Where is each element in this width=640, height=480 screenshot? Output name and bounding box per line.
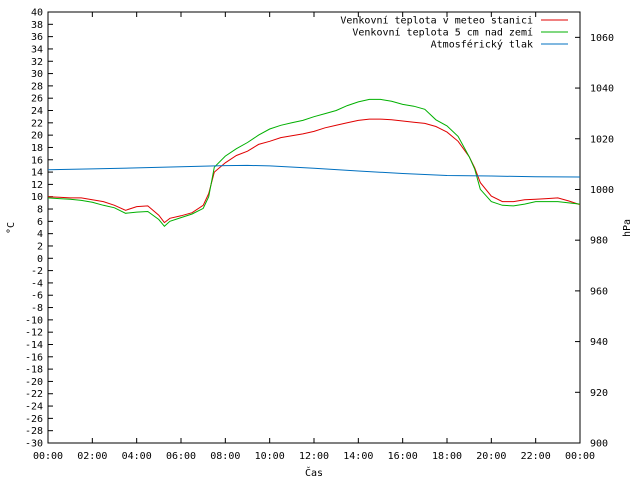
y-tick-label: 10 (31, 192, 43, 203)
y-tick-label: 0 (37, 254, 43, 265)
y2-tick-label: 1020 (590, 134, 614, 145)
y2-tick-label: 920 (590, 388, 608, 399)
legend: Venkovní teplota v meteo staniciVenkovní… (340, 15, 568, 51)
x-tick-label: 22:00 (521, 451, 551, 462)
series-line-0 (47, 118, 581, 224)
series-line-1 (47, 98, 581, 228)
y-tick-label: -16 (25, 352, 43, 363)
x-tick-label: 00:00 (33, 451, 63, 462)
y-tick-label: -2 (31, 266, 43, 277)
x-tick-label: 20:00 (476, 451, 506, 462)
y-tick-label: 6 (37, 217, 43, 228)
x-tick-label: 16:00 (388, 451, 418, 462)
x-axis-label: Čas (305, 466, 323, 479)
y-tick-label: -28 (25, 426, 43, 437)
y-tick-label: -22 (25, 389, 43, 400)
y2-tick-label: 1040 (590, 84, 614, 95)
x-tick-label: 02:00 (77, 451, 107, 462)
y-tick-label: -12 (25, 328, 43, 339)
tick-labels: 4038363432302826242220181614121086420-2-… (25, 8, 614, 463)
y-tick-label: 40 (31, 8, 43, 19)
x-tick-label: 00:00 (565, 451, 595, 462)
y-axis-label: °C (6, 222, 17, 234)
x-tick-label: 06:00 (166, 451, 196, 462)
y-tick-label: -18 (25, 365, 43, 376)
x-tick-label: 04:00 (122, 451, 152, 462)
y-tick-label: 18 (31, 143, 43, 154)
y-tick-label: -24 (25, 402, 43, 413)
y-tick-label: 20 (31, 131, 43, 142)
legend-label-0: Venkovní teplota v meteo stanici (340, 15, 533, 27)
legend-label-2: Atmosférický tlak (431, 39, 533, 51)
y-tick-label: -30 (25, 439, 43, 450)
y-tick-label: 2 (37, 241, 43, 252)
y-tick-label: 36 (31, 32, 43, 43)
y-tick-label: -20 (25, 377, 43, 388)
y-tick-label: 14 (31, 168, 43, 179)
legend-label-1: Venkovní teplota 5 cm nad zemí (352, 27, 533, 39)
y-tick-label: 12 (31, 180, 43, 191)
y2-tick-label: 1000 (590, 185, 614, 196)
y-tick-label: -4 (31, 278, 43, 289)
x-tick-label: 18:00 (432, 451, 462, 462)
series-line-2 (47, 164, 581, 178)
x-tick-label: 10:00 (255, 451, 285, 462)
y-tick-label: 32 (31, 57, 43, 68)
y2-axis-label: hPa (622, 219, 633, 237)
y-tick-label: -6 (31, 291, 43, 302)
y-tick-label: -10 (25, 315, 43, 326)
tick-marks (47, 11, 581, 444)
y2-tick-label: 940 (590, 337, 608, 348)
y-tick-label: -14 (25, 340, 43, 351)
x-tick-label: 14:00 (343, 451, 373, 462)
y-tick-label: 28 (31, 81, 43, 92)
y2-tick-label: 1060 (590, 33, 614, 44)
y-tick-label: 30 (31, 69, 43, 80)
y2-tick-label: 960 (590, 286, 608, 297)
y2-tick-label: 900 (590, 439, 608, 450)
y-tick-label: 22 (31, 118, 43, 129)
x-tick-label: 08:00 (210, 451, 240, 462)
y-tick-label: 26 (31, 94, 43, 105)
plot-frame (47, 11, 581, 444)
y-tick-label: -8 (31, 303, 43, 314)
y-tick-label: 34 (31, 44, 43, 55)
y-tick-label: -26 (25, 414, 43, 425)
y-tick-label: 38 (31, 20, 43, 31)
series-lines (47, 98, 581, 228)
y2-tick-label: 980 (590, 236, 608, 247)
x-tick-label: 12:00 (299, 451, 329, 462)
y-tick-label: 16 (31, 155, 43, 166)
y-tick-label: 8 (37, 205, 43, 216)
y-tick-label: 24 (31, 106, 43, 117)
y-tick-label: 4 (37, 229, 43, 240)
